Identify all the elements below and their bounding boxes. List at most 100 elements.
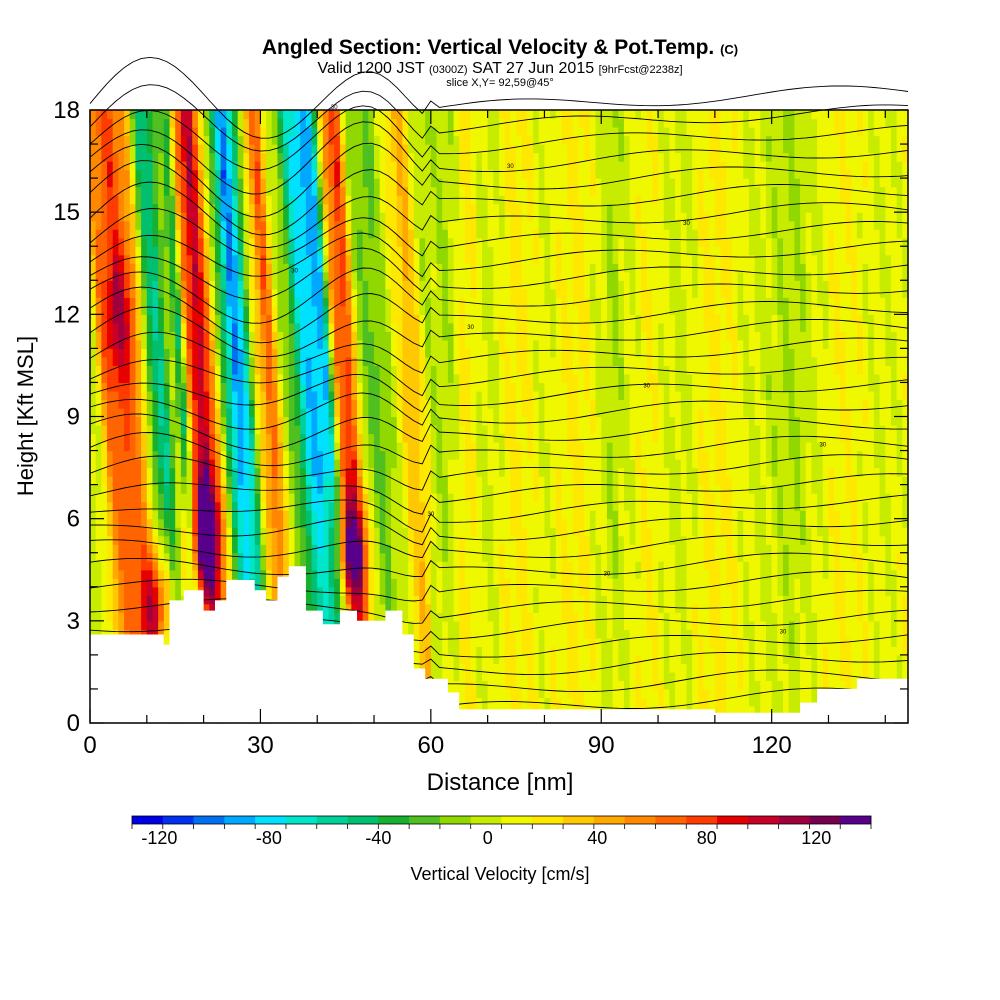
field-cell — [186, 263, 193, 273]
field-cell — [317, 203, 324, 213]
field-cell — [362, 561, 369, 571]
field-cell — [442, 271, 449, 281]
field-cell — [339, 510, 347, 520]
field-cell — [442, 161, 449, 171]
field-cell — [408, 493, 415, 503]
field-cell — [425, 382, 432, 392]
field-cell — [436, 442, 443, 452]
field-cell — [334, 127, 341, 137]
field-cell — [459, 595, 466, 605]
field-cell — [334, 612, 341, 622]
field-cell — [351, 416, 358, 426]
field-cell — [260, 314, 267, 324]
field-cell — [112, 237, 119, 247]
field-cell — [101, 561, 108, 571]
field-cell — [476, 612, 483, 622]
field-cell — [379, 578, 386, 588]
field-cell — [476, 407, 483, 418]
field-cell — [447, 118, 455, 128]
field-cell — [107, 382, 114, 392]
field-cell — [112, 561, 119, 571]
field-cell — [408, 612, 415, 622]
field-cell — [197, 365, 205, 375]
field-cell — [175, 118, 182, 128]
field-cell — [118, 390, 125, 401]
field-cell — [271, 237, 279, 247]
field-cell — [447, 314, 455, 324]
field-cell — [476, 510, 483, 520]
field-cell — [294, 305, 301, 315]
field-cell — [328, 288, 335, 298]
field-cell — [101, 484, 108, 494]
field-cell — [339, 569, 347, 579]
field-cell — [158, 603, 165, 613]
field-cell — [408, 152, 415, 162]
field-cell — [413, 331, 421, 341]
field-cell — [476, 203, 483, 213]
field-cell — [107, 118, 114, 128]
field-cell — [277, 382, 284, 392]
field-cell — [339, 152, 347, 162]
field-cell — [203, 127, 210, 137]
field-cell — [419, 450, 426, 460]
field-cell — [305, 493, 313, 503]
field-cell — [419, 339, 426, 349]
field-cell — [180, 348, 188, 358]
field-cell — [447, 237, 455, 247]
field-cell — [476, 484, 483, 494]
field-cell — [300, 152, 307, 162]
field-cell — [408, 254, 415, 264]
field-cell — [356, 127, 364, 137]
field-cell — [288, 535, 296, 545]
field-cell — [459, 680, 466, 690]
field-cell — [90, 229, 97, 239]
field-cell — [141, 356, 148, 367]
field-cell — [385, 288, 392, 298]
field-cell — [107, 127, 114, 137]
field-cell — [396, 433, 404, 443]
field-cell — [226, 433, 233, 443]
field-cell — [430, 603, 438, 613]
field-cell — [328, 493, 335, 503]
field-cell — [192, 484, 199, 494]
field-cell — [481, 586, 489, 596]
field-cell — [470, 518, 477, 528]
field-cell — [90, 433, 97, 443]
field-cell — [430, 246, 438, 256]
field-cell — [220, 501, 227, 511]
field-cell — [408, 331, 415, 341]
field-cell — [214, 322, 222, 332]
field-cell — [112, 578, 119, 588]
field-cell — [249, 297, 256, 307]
field-cell — [328, 229, 335, 239]
field-cell — [163, 178, 171, 188]
field-cell — [453, 646, 460, 656]
field-cell — [254, 442, 262, 452]
field-cell — [368, 586, 375, 596]
field-cell — [146, 254, 154, 264]
field-cell — [345, 305, 352, 315]
field-cell — [209, 237, 216, 247]
field-cell — [356, 135, 364, 145]
field-cell — [124, 152, 131, 162]
field-cell — [396, 246, 404, 256]
field-cell — [317, 501, 324, 511]
field-cell — [322, 220, 330, 230]
field-cell — [277, 390, 284, 401]
field-cell — [379, 356, 386, 367]
field-cell — [271, 169, 279, 179]
field-cell — [396, 365, 404, 375]
field-cell — [101, 297, 108, 307]
field-cell — [260, 425, 267, 435]
field-cell — [317, 390, 324, 401]
field-cell — [317, 152, 324, 162]
field-cell — [442, 237, 449, 247]
field-cell — [95, 271, 102, 281]
field-cell — [95, 407, 102, 418]
field-cell — [419, 203, 426, 213]
field-cell — [470, 450, 477, 460]
field-cell — [243, 407, 250, 418]
field-cell — [101, 135, 108, 145]
field-cell — [425, 407, 432, 418]
field-cell — [266, 527, 273, 537]
